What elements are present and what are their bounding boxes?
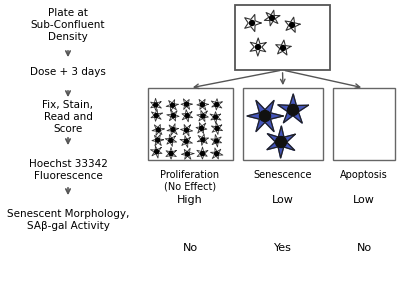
Polygon shape	[166, 100, 178, 111]
Circle shape	[276, 137, 286, 148]
Polygon shape	[150, 98, 161, 110]
Text: Senescent Morphology,
SAβ-gal Activity: Senescent Morphology, SAβ-gal Activity	[7, 209, 129, 231]
Polygon shape	[167, 124, 178, 135]
Circle shape	[280, 45, 286, 50]
Circle shape	[171, 127, 175, 132]
Polygon shape	[276, 40, 291, 55]
Circle shape	[200, 103, 204, 106]
Polygon shape	[182, 110, 193, 122]
Circle shape	[288, 104, 298, 116]
Polygon shape	[267, 126, 295, 158]
Polygon shape	[151, 109, 162, 121]
Text: Low: Low	[353, 195, 375, 205]
Circle shape	[184, 139, 188, 143]
Polygon shape	[165, 135, 177, 146]
Polygon shape	[152, 135, 164, 146]
Polygon shape	[245, 14, 261, 32]
Circle shape	[215, 152, 219, 156]
Circle shape	[260, 111, 270, 122]
Polygon shape	[211, 123, 222, 135]
Circle shape	[256, 45, 260, 50]
Bar	[243, 88, 323, 160]
Polygon shape	[197, 147, 208, 159]
Bar	[333, 88, 395, 160]
Polygon shape	[182, 148, 194, 159]
Circle shape	[154, 103, 158, 107]
Polygon shape	[181, 99, 192, 109]
Bar	[235, 5, 330, 70]
Circle shape	[156, 138, 160, 142]
Circle shape	[201, 114, 205, 118]
Polygon shape	[197, 110, 208, 122]
Circle shape	[169, 138, 173, 142]
Text: Yes: Yes	[274, 243, 292, 253]
Circle shape	[201, 138, 205, 142]
Circle shape	[270, 16, 274, 20]
Polygon shape	[196, 123, 207, 133]
Bar	[148, 88, 233, 160]
Polygon shape	[264, 10, 280, 26]
Circle shape	[185, 114, 189, 118]
Circle shape	[156, 128, 160, 132]
Polygon shape	[197, 134, 208, 145]
Text: Senescence: Senescence	[254, 170, 312, 180]
Polygon shape	[211, 99, 222, 110]
Text: Low: Low	[272, 195, 294, 205]
Polygon shape	[197, 99, 208, 110]
Polygon shape	[166, 148, 176, 159]
Polygon shape	[211, 135, 222, 147]
Polygon shape	[150, 146, 162, 158]
Polygon shape	[167, 110, 179, 121]
Circle shape	[214, 139, 218, 143]
Circle shape	[155, 150, 159, 154]
Text: Dose + 3 days: Dose + 3 days	[30, 67, 106, 77]
Text: Proliferation
(No Effect): Proliferation (No Effect)	[160, 170, 220, 191]
Circle shape	[200, 152, 204, 155]
Polygon shape	[180, 136, 192, 148]
Circle shape	[200, 126, 204, 130]
Text: Fix, Stain,
Read and
Score: Fix, Stain, Read and Score	[42, 100, 94, 134]
Text: Hoechst 33342
Fluorescence: Hoechst 33342 Fluorescence	[28, 159, 108, 181]
Circle shape	[184, 128, 188, 132]
Text: Apoptosis: Apoptosis	[340, 170, 388, 180]
Circle shape	[215, 103, 219, 106]
Circle shape	[171, 114, 175, 118]
Circle shape	[184, 102, 188, 106]
Circle shape	[215, 127, 219, 130]
Circle shape	[154, 114, 158, 118]
Polygon shape	[250, 38, 266, 56]
Text: High: High	[177, 195, 203, 205]
Polygon shape	[285, 17, 300, 32]
Polygon shape	[210, 112, 221, 123]
Polygon shape	[210, 148, 223, 159]
Circle shape	[185, 152, 189, 156]
Circle shape	[250, 20, 254, 25]
Polygon shape	[278, 94, 308, 123]
Text: Plate at
Sub-Confluent
Density: Plate at Sub-Confluent Density	[31, 8, 105, 42]
Polygon shape	[247, 100, 283, 132]
Polygon shape	[152, 124, 164, 135]
Text: No: No	[182, 243, 198, 253]
Polygon shape	[180, 124, 193, 136]
Circle shape	[170, 103, 174, 107]
Circle shape	[214, 115, 218, 119]
Circle shape	[290, 22, 294, 27]
Circle shape	[169, 152, 173, 155]
Text: No: No	[356, 243, 372, 253]
